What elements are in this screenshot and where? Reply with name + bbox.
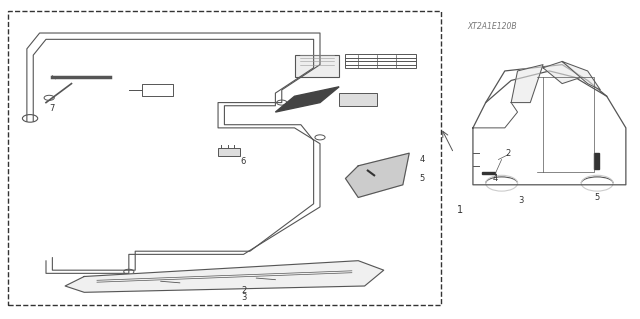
Text: 6: 6: [241, 157, 246, 166]
Text: 4: 4: [419, 155, 424, 164]
Bar: [8, 11, 441, 305]
Text: 4: 4: [493, 174, 498, 183]
Text: 7: 7: [50, 104, 55, 113]
Bar: [346, 54, 415, 68]
Polygon shape: [275, 87, 339, 112]
Polygon shape: [594, 153, 599, 169]
Polygon shape: [511, 65, 543, 103]
Polygon shape: [483, 172, 495, 174]
Text: 2: 2: [241, 286, 246, 295]
Text: 5: 5: [419, 174, 424, 183]
Text: XT2A1E120B: XT2A1E120B: [467, 22, 517, 31]
Polygon shape: [65, 261, 384, 292]
Polygon shape: [543, 62, 581, 84]
Bar: [339, 93, 378, 106]
Text: 3: 3: [518, 196, 524, 205]
Polygon shape: [346, 153, 409, 197]
Text: 5: 5: [595, 193, 600, 202]
Text: 1: 1: [457, 205, 463, 215]
Bar: [218, 148, 241, 156]
Polygon shape: [562, 62, 600, 90]
Text: 3: 3: [241, 293, 246, 301]
Bar: [294, 55, 339, 77]
Text: 2: 2: [506, 149, 511, 158]
